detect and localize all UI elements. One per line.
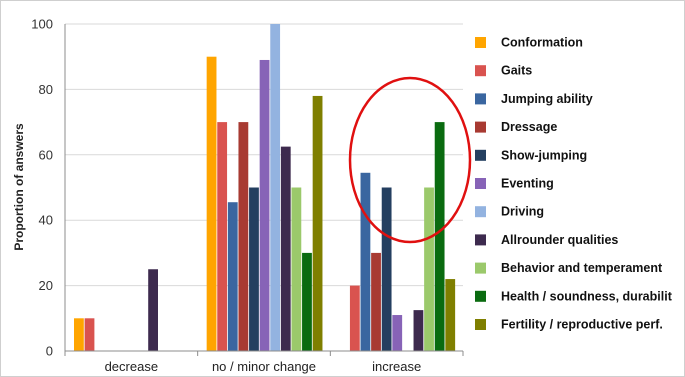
bar-gaits: [217, 122, 228, 351]
y-tick-label: 60: [39, 147, 53, 162]
bar-show-jumping: [249, 187, 259, 351]
legend-label: Behavior and temperament: [501, 261, 663, 275]
bar-dressage: [371, 252, 381, 351]
highlight-ellipse: [348, 76, 472, 244]
legend-swatch: [475, 206, 486, 218]
bar-allrounder-qualities: [280, 146, 291, 351]
bar-jumping-ability: [360, 172, 371, 351]
bar-conformation: [206, 56, 217, 351]
legend-label: Driving: [501, 205, 544, 219]
legend-swatch: [475, 290, 486, 302]
legend-label: Health / soundness, durabilit: [501, 289, 673, 303]
y-axis-title: Proportion of answers: [12, 123, 26, 251]
legend-swatch: [475, 93, 486, 105]
y-tick-label: 0: [46, 344, 53, 359]
bar-allrounder-qualities: [148, 269, 158, 351]
bar-driving: [270, 24, 281, 351]
x-category-label: increase: [372, 359, 421, 374]
y-tick-label: 40: [39, 213, 53, 228]
legend-label: Show-jumping: [501, 148, 587, 162]
legend-swatch: [475, 149, 486, 161]
legend-label: Gaits: [501, 64, 532, 78]
legend-label: Dressage: [501, 120, 557, 134]
bars: [74, 24, 456, 351]
legend-label: Jumping ability: [501, 92, 593, 106]
legend-swatch: [475, 121, 486, 133]
bar-allrounder-qualities: [413, 310, 424, 351]
x-category-label: no / minor change: [212, 359, 316, 374]
annotation: [348, 76, 472, 244]
bar-show-jumping: [381, 187, 392, 351]
bar-fertility-reproductive-perf: [445, 279, 456, 351]
y-tick-label: 80: [39, 82, 53, 97]
legend-label: Eventing: [501, 177, 554, 191]
bar-gaits: [349, 285, 360, 351]
bar-health-soundness-durabilit: [302, 252, 312, 351]
bar-health-soundness-durabilit: [434, 122, 445, 351]
legend-label: Fertility / reproductive perf.: [501, 318, 663, 332]
bar-eventing: [259, 59, 270, 351]
bar-conformation: [74, 318, 84, 351]
legend-label: Conformation: [501, 36, 583, 50]
legend-swatch: [475, 262, 486, 274]
legend-swatch: [475, 234, 486, 246]
bar-gaits: [84, 318, 95, 351]
x-category-label: decrease: [105, 359, 158, 374]
legend: Conformation Gaits Jumping ability Dressage…: [475, 36, 673, 332]
bar-dressage: [238, 122, 249, 351]
bar-behavior-and-temperament: [291, 187, 302, 351]
bar-behavior-and-temperament: [424, 187, 434, 351]
bar-eventing: [392, 315, 403, 351]
y-tick-label: 100: [31, 17, 53, 32]
legend-swatch: [475, 37, 486, 48]
bar-fertility-reproductive-perf: [312, 95, 323, 351]
y-tick-label: 20: [39, 278, 53, 293]
legend-label: Allrounder qualities: [501, 233, 618, 247]
legend-swatch: [475, 178, 486, 189]
bar-jumping-ability: [227, 202, 238, 351]
axes: 0 20 40 60 80 100 decrease no / minor change inc…: [31, 17, 464, 374]
legend-swatch: [475, 319, 486, 330]
legend-swatch: [475, 65, 486, 77]
